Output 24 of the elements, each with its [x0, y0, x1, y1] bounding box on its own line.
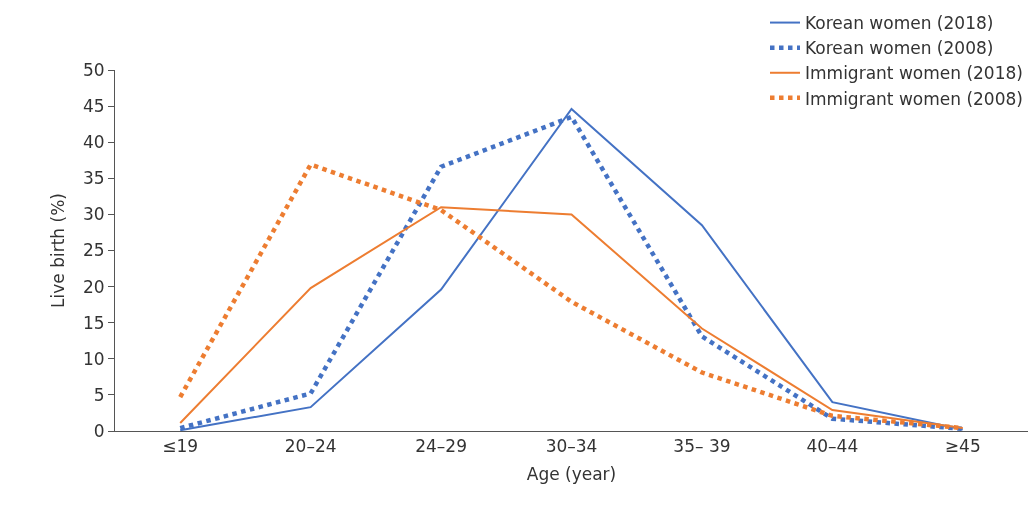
y-tick-label: 15	[82, 312, 105, 333]
y-tick-label: 30	[82, 204, 105, 225]
y-tick-label: 45	[82, 96, 105, 117]
y-tick-label: 10	[82, 348, 105, 369]
legend-label: Korean women (2018)	[805, 13, 994, 34]
x-axis-title: Age (year)	[526, 463, 617, 484]
y-tick-label: 5	[93, 384, 105, 405]
x-tick-label: 20–24	[284, 436, 337, 457]
legend-label: Immigrant women (2018)	[805, 63, 1023, 84]
x-tick-label: 40–44	[806, 436, 859, 457]
x-tick-label: 30–34	[545, 436, 598, 457]
x-tick-label: ≥45	[944, 436, 981, 457]
y-tick-label: 50	[82, 59, 105, 80]
y-axis-title: Live birth (%)	[47, 193, 68, 308]
x-tick-label: 35– 39	[673, 436, 731, 457]
y-tick-label: 20	[82, 276, 105, 297]
x-tick-label: 24–29	[415, 436, 467, 457]
legend-label: Korean women (2008)	[805, 38, 994, 59]
y-tick-label: 35	[82, 168, 105, 189]
x-tick-label: ≤19	[162, 436, 199, 457]
y-tick-label: 40	[82, 132, 105, 153]
y-tick-label: 0	[93, 420, 105, 441]
legend-label: Immigrant women (2008)	[805, 88, 1023, 109]
y-tick-label: 25	[82, 240, 105, 261]
